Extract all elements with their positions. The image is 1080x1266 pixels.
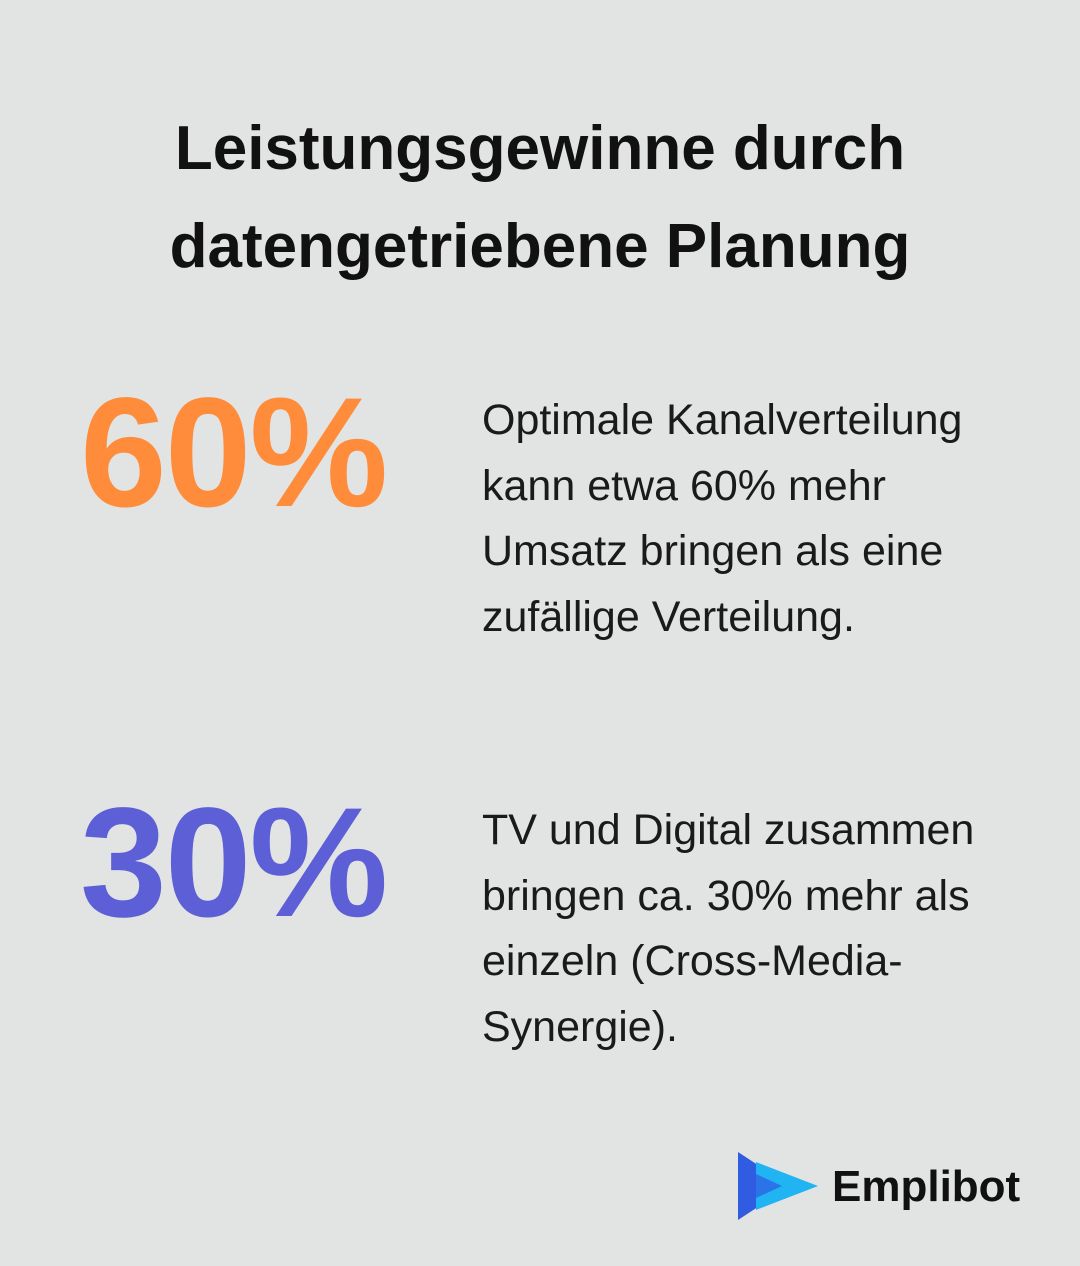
brand: Emplibot: [736, 1150, 1046, 1222]
brand-logo: [738, 1152, 818, 1220]
stat-value: 60%: [80, 366, 388, 540]
brand-name: Emplibot: [832, 1162, 1021, 1211]
stat-value: 30%: [80, 776, 388, 950]
logo-triangle: [756, 1174, 782, 1198]
logo-triangle: [756, 1162, 818, 1210]
stat: 60% Optimale Kanalverteilung kann etwa 60…: [80, 368, 1020, 728]
stat: 30% TV und Digital zusammen bringen ca. 3…: [80, 778, 1020, 1138]
title: Leistungsgewinne durch datengetriebene P…: [169, 114, 911, 281]
stat-description: TV und Digital zusammen bringen ca. 30% …: [482, 806, 975, 1051]
stat-description: Optimale Kanalverteilung kann etwa 60% m…: [482, 396, 963, 641]
